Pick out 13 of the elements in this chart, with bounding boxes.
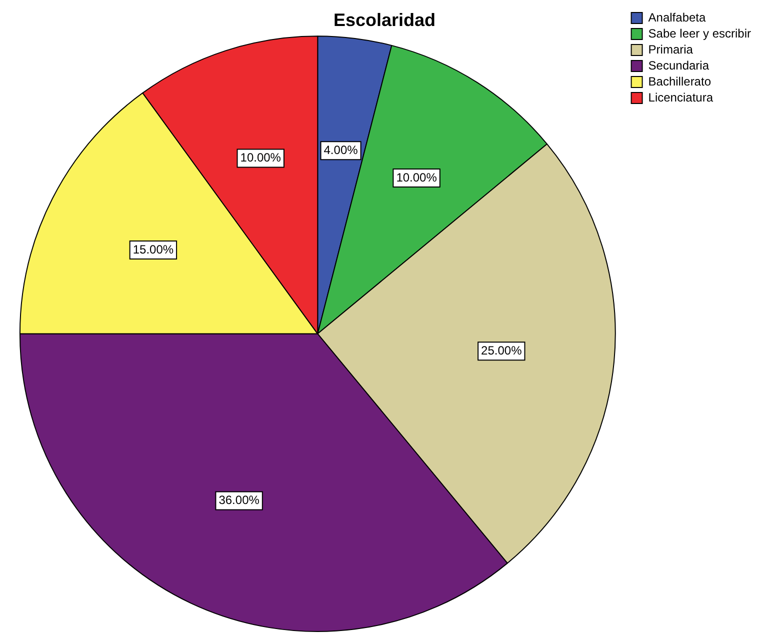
data-label: 4.00% <box>324 142 358 157</box>
legend-label: Secundaria <box>648 58 710 72</box>
data-label: 25.00% <box>481 343 522 358</box>
legend-label: Bachillerato <box>648 74 712 88</box>
legend-label: Analfabeta <box>648 10 706 24</box>
data-label: 36.00% <box>218 493 260 508</box>
data-label: 10.00% <box>240 150 282 165</box>
data-label: 10.00% <box>396 170 438 184</box>
data-label: 15.00% <box>132 242 174 256</box>
legend-label: Sabe leer y escribir <box>648 26 752 40</box>
legend-label: Licenciatura <box>648 90 714 104</box>
chart-title: Escolaridad <box>333 10 436 30</box>
legend-label: Primaria <box>648 42 694 56</box>
